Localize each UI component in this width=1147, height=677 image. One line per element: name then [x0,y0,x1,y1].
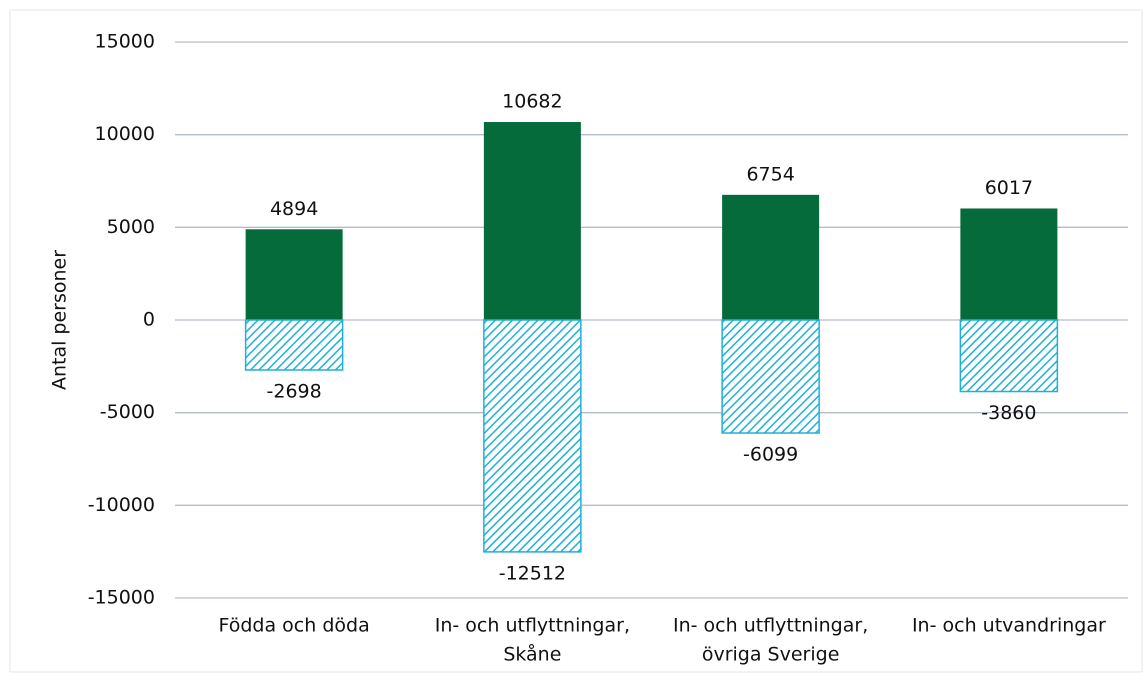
x-tick-label: Skåne [503,643,561,666]
x-tick-label: In- och utflyttningar, [435,615,630,637]
data-label: -2698 [267,381,322,403]
x-tick-label: In- och utvandringar [912,615,1106,637]
data-label: -6099 [743,444,798,466]
bar [483,122,581,320]
bar [722,194,820,320]
bar [959,319,1059,393]
bar [960,208,1058,320]
y-tick-label: 5000 [107,216,155,238]
y-tick-label: 10000 [95,123,155,145]
data-label: 10682 [502,91,562,113]
data-label: 4894 [270,198,318,220]
x-tick-label: övriga Sverige [702,644,840,666]
bar [245,229,343,320]
y-tick-label: 15000 [95,31,155,53]
data-label: 6754 [746,163,794,185]
y-tick-label: -5000 [100,401,155,423]
bar [483,319,582,553]
data-label: -12512 [499,562,566,584]
x-tick-label: In- och utflyttningar, [673,615,868,637]
bar [721,319,820,434]
y-axis-label: Antal personer [49,250,71,390]
data-label: -3860 [981,402,1036,424]
y-tick-label: -10000 [88,494,155,516]
y-tick-label: 0 [143,309,155,331]
x-tick-label: Födda och döda [219,615,370,637]
y-tick-label: -15000 [88,587,155,609]
bar [244,319,344,371]
chart-frame [9,9,1143,673]
data-label: 6017 [985,177,1033,199]
